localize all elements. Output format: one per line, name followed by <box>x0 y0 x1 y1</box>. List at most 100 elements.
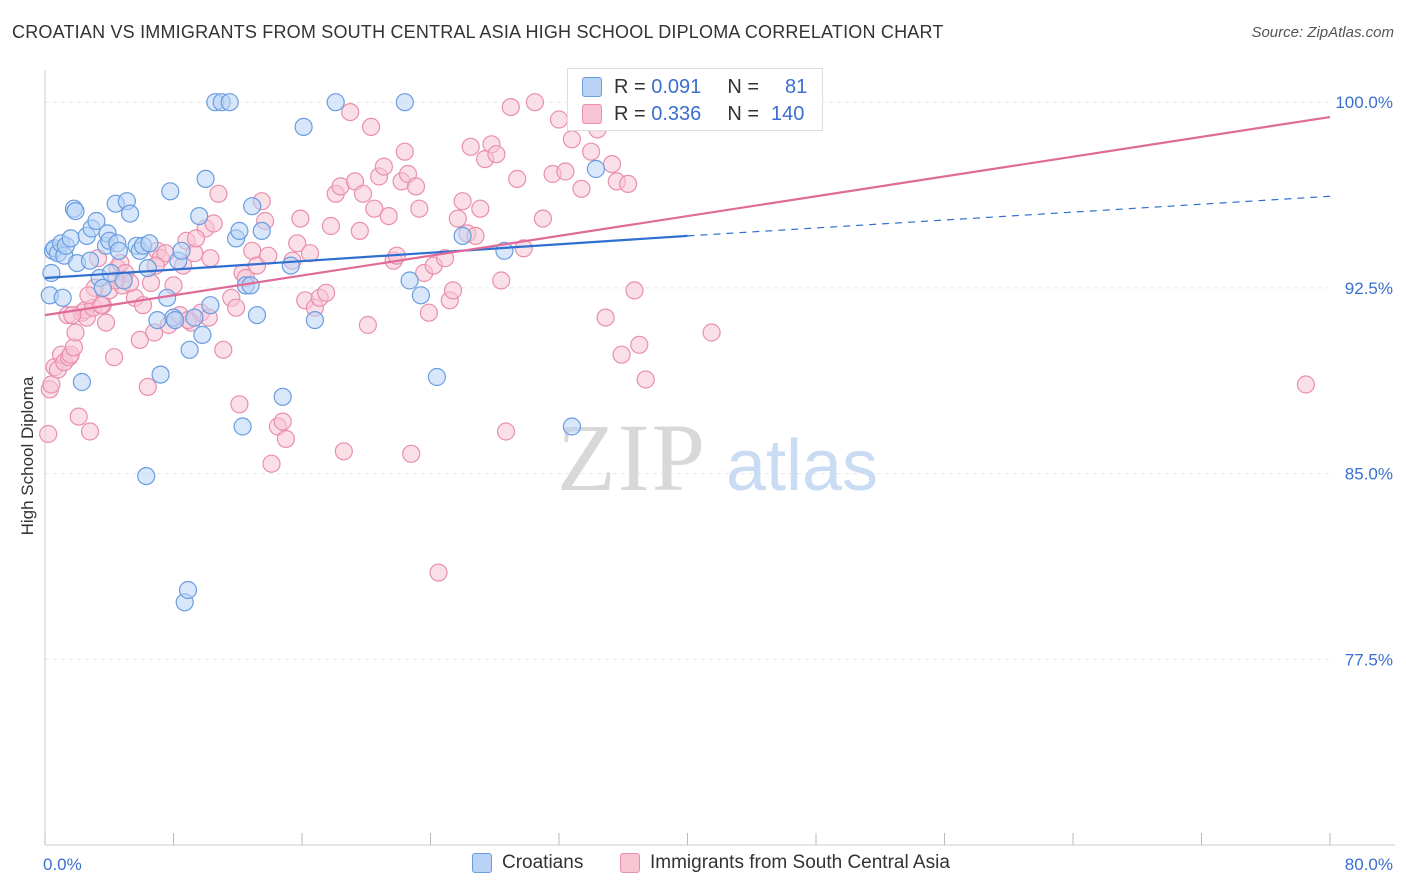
immigrants-point-49 <box>214 340 233 359</box>
immigrants-point-51 <box>227 298 246 317</box>
croatians-point-26 <box>109 241 129 260</box>
croatians-point-74 <box>562 417 582 436</box>
immigrants-point-120 <box>581 142 601 161</box>
immigrants-point-21 <box>96 313 116 332</box>
immigrants-point-23 <box>104 348 124 367</box>
stats-legend: R = 0.091 N = 81 R = 0.336 N = 140 <box>567 68 823 131</box>
croatians-point-29 <box>121 204 140 223</box>
immigrants-point-69 <box>317 283 336 302</box>
immigrants-point-114 <box>533 209 553 228</box>
legend-n-value: 81 <box>785 75 808 98</box>
y-tick-label-0: 77.5% <box>1345 650 1393 669</box>
croatians-point-60 <box>243 197 262 216</box>
immigrants-point-132 <box>230 395 249 414</box>
immigrants-point-64 <box>291 209 310 228</box>
croatians-point-46 <box>180 340 199 359</box>
immigrants-point-126 <box>618 174 638 193</box>
immigrants-point-78 <box>358 315 377 335</box>
croatians-point-64 <box>281 256 300 275</box>
legend-r-value: 0.091 <box>651 75 702 98</box>
croatians-point-68 <box>395 93 414 112</box>
x-tick-labels: 0.0% 80.0% <box>43 855 1393 874</box>
immigrants-point-116 <box>549 110 569 129</box>
immigrants-point-109 <box>496 422 516 441</box>
croatians-point-50 <box>196 169 215 188</box>
gridlines <box>45 101 1330 660</box>
immigrants-point-99 <box>448 209 467 228</box>
immigrants-point-61 <box>276 429 295 448</box>
legend-r-label: R = <box>614 75 646 98</box>
immigrants-point-89 <box>402 444 421 463</box>
croatians-point-11 <box>66 202 85 221</box>
croatians-point-19 <box>93 278 112 297</box>
immigrants-point-111 <box>508 169 527 188</box>
immigrants-point-110 <box>501 97 520 117</box>
croatians-point-67 <box>326 93 345 112</box>
legend-r-label: R = <box>614 102 646 125</box>
immigrants-point-122 <box>596 308 615 327</box>
immigrants-point-83 <box>379 207 398 226</box>
y-tick-label-2: 92.5% <box>1345 279 1393 298</box>
immigrants-point-104 <box>471 199 490 218</box>
immigrants-point-112 <box>514 239 533 258</box>
immigrants-point-91 <box>410 199 429 218</box>
immigrants-point-123 <box>602 155 622 174</box>
croatians-point-48 <box>190 207 209 226</box>
legend-n-value: 140 <box>771 102 805 125</box>
immigrants-point-74 <box>341 102 360 122</box>
croatians-point-54 <box>220 93 239 112</box>
croatians-point-34 <box>140 234 159 253</box>
croatians-point-17 <box>87 211 106 231</box>
immigrants-point-60 <box>273 412 292 431</box>
legend-swatch-pink <box>582 104 602 124</box>
immigrants-point-80 <box>365 199 384 218</box>
y-axis-label: High School Diploma <box>18 376 37 536</box>
immigrants-point-113 <box>525 93 545 112</box>
immigrants-point-12 <box>69 407 88 426</box>
immigrants-point-70 <box>321 216 340 236</box>
croatians-point-51 <box>201 296 220 315</box>
immigrants-point-142 <box>259 246 278 265</box>
croatians-trend-extension <box>687 195 1331 237</box>
watermark: ZIP atlas <box>557 404 878 511</box>
immigrants-point-133 <box>201 249 220 268</box>
immigrants-point-102 <box>461 137 480 156</box>
immigrants-point-0 <box>39 424 58 444</box>
immigrants-point-141 <box>186 229 206 248</box>
y-tick-labels: 77.5% 85.0% 92.5% 100.0% <box>1335 93 1393 669</box>
croatians-point-41 <box>166 311 185 330</box>
immigrants-point-29 <box>130 330 149 349</box>
immigrants-point-100 <box>453 192 472 211</box>
croatians-point-75 <box>586 159 606 179</box>
x-tick-label-0: 0.0% <box>43 855 82 874</box>
croatians-point-39 <box>161 182 180 201</box>
chart-title: CROATIAN VS IMMIGRANTS FROM SOUTH CENTRA… <box>12 22 944 42</box>
immigrants-point-73 <box>334 442 353 461</box>
source-label: Source: ZipAtlas.com <box>1251 24 1394 41</box>
immigrants-point-129 <box>636 370 655 389</box>
bottom-legend-label-immigrants: Immigrants from South Central Asia <box>650 852 950 873</box>
immigrants-point-107 <box>487 145 506 164</box>
bottom-legend-swatch-blue <box>472 853 492 873</box>
croatians-point-9 <box>61 229 80 248</box>
immigrants-point-77 <box>353 184 373 203</box>
immigrants-point-131 <box>1296 375 1316 394</box>
bottom-legend-swatch-pink <box>620 853 640 873</box>
croatians-trend-line <box>44 234 688 280</box>
croatians-point-63 <box>273 387 292 406</box>
croatians-point-65 <box>305 311 324 330</box>
immigrants-point-90 <box>406 177 426 196</box>
immigrants-point-47 <box>204 214 223 233</box>
immigrants-point-130 <box>702 323 721 342</box>
watermark-atlas: atlas <box>726 426 878 506</box>
immigrants-point-63 <box>288 234 307 253</box>
croatians-point-47 <box>185 308 204 327</box>
legend-swatch-blue <box>582 77 602 97</box>
legend-row-immigrants: R = 0.336 N = 140 <box>582 101 804 127</box>
legend-n-label: N = <box>727 102 759 125</box>
immigrants-point-108 <box>492 271 511 290</box>
croatians-point-62 <box>252 221 271 240</box>
immigrants-point-48 <box>209 184 228 203</box>
bottom-legend-label-croatians: Croatians <box>502 852 584 873</box>
